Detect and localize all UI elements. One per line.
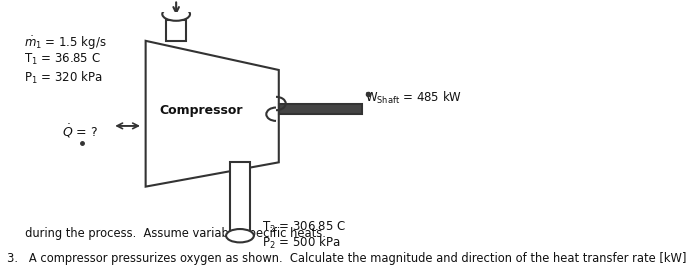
- Text: 3.   A compressor pressurizes oxygen as shown.  Calculate the magnitude and dire: 3. A compressor pressurizes oxygen as sh…: [7, 252, 687, 265]
- Text: W$_{\mathregular{Shaft}}$ = 485 kW: W$_{\mathregular{Shaft}}$ = 485 kW: [365, 89, 462, 105]
- Text: Compressor: Compressor: [160, 104, 243, 117]
- Text: T$_1$ = 36.85 C: T$_1$ = 36.85 C: [24, 52, 100, 67]
- Text: $\dot{Q}$ = ?: $\dot{Q}$ = ?: [62, 122, 99, 140]
- FancyBboxPatch shape: [230, 162, 250, 233]
- Text: P$_1$ = 320 kPa: P$_1$ = 320 kPa: [24, 70, 102, 86]
- Text: P$_2$ = 500 kPa: P$_2$ = 500 kPa: [262, 235, 340, 251]
- Ellipse shape: [162, 7, 190, 21]
- Text: $\dot{m}_1$ = 1.5 kg/s: $\dot{m}_1$ = 1.5 kg/s: [24, 35, 106, 52]
- Bar: [279, 104, 362, 114]
- FancyBboxPatch shape: [166, 20, 186, 41]
- Polygon shape: [146, 41, 279, 187]
- Text: T$_2$ = 306.85 C: T$_2$ = 306.85 C: [262, 219, 346, 234]
- Ellipse shape: [226, 229, 254, 242]
- Text: during the process.  Assume variable specific heats.: during the process. Assume variable spec…: [7, 227, 326, 240]
